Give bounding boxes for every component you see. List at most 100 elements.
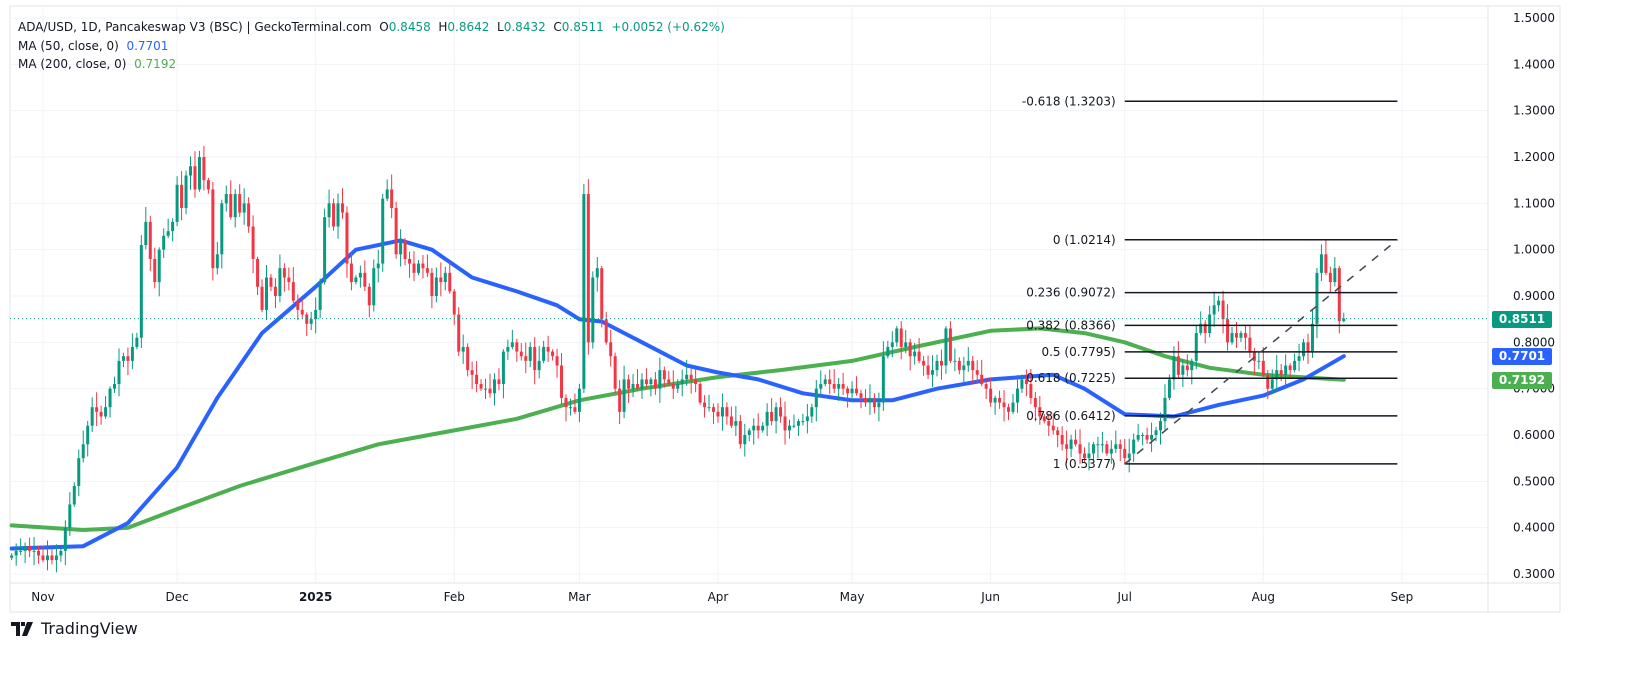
- candle-body: [810, 407, 814, 417]
- candle: [1306, 333, 1310, 364]
- candle-body: [796, 421, 800, 426]
- low-label: L: [497, 20, 504, 34]
- candle: [1185, 354, 1189, 377]
- candle: [425, 254, 429, 278]
- candle-body: [899, 328, 903, 347]
- candle-body: [282, 268, 286, 278]
- candle-body: [41, 555, 45, 561]
- candle: [501, 349, 505, 399]
- candle: [1342, 312, 1346, 323]
- candle-body: [971, 360, 975, 371]
- candle-body: [1091, 444, 1095, 454]
- candle-body: [32, 550, 36, 552]
- candle: [890, 331, 894, 358]
- candle-body: [917, 351, 921, 361]
- candle: [1065, 430, 1069, 464]
- candle-body: [215, 254, 219, 269]
- candle: [296, 294, 300, 321]
- candle: [908, 338, 912, 371]
- candle-body: [466, 346, 470, 371]
- candle-body: [175, 184, 179, 222]
- candle-body: [1181, 365, 1185, 375]
- candle: [564, 394, 568, 422]
- candle-body: [631, 384, 635, 389]
- candle-body: [872, 397, 876, 408]
- candle: [743, 423, 747, 457]
- candle-body: [658, 370, 662, 389]
- candle: [980, 359, 984, 387]
- candle: [399, 229, 403, 267]
- candle: [492, 373, 496, 406]
- symbol-legend: ADA/USD, 1D, Pancakeswap V3 (BSC) | Geck…: [18, 20, 725, 34]
- fib-level-label: -0.618 (1.3203): [1022, 94, 1116, 108]
- candle-body: [314, 309, 318, 320]
- candle-body: [680, 379, 684, 385]
- candle: [676, 379, 680, 393]
- candle-body: [662, 370, 666, 380]
- candle-body: [45, 555, 49, 561]
- candle: [139, 235, 143, 348]
- candle: [792, 414, 796, 429]
- candle: [162, 228, 166, 258]
- candle: [479, 379, 483, 391]
- candle: [202, 145, 206, 191]
- candle-body: [881, 356, 885, 403]
- candle: [600, 265, 604, 328]
- candle-body: [336, 203, 340, 227]
- candle-body: [1194, 333, 1198, 361]
- candle: [1194, 325, 1198, 370]
- candle: [1020, 374, 1024, 393]
- candle-body: [636, 384, 640, 389]
- last-price-badge: 0.8511: [1492, 311, 1552, 328]
- candle-body: [868, 397, 872, 403]
- candle-body: [1159, 421, 1162, 431]
- time-tick-label: Jul: [1116, 590, 1131, 604]
- candle: [497, 368, 501, 391]
- candle-body: [966, 360, 970, 366]
- candle: [975, 360, 979, 384]
- candle-body: [837, 384, 841, 389]
- candle: [707, 394, 711, 412]
- candle-body: [1199, 323, 1203, 334]
- candle-body: [430, 272, 434, 296]
- candle: [667, 370, 671, 387]
- candle: [993, 395, 997, 415]
- candle-body: [233, 194, 237, 218]
- candle-body: [434, 277, 438, 296]
- candle-body: [1221, 300, 1225, 320]
- candle-body: [859, 393, 863, 398]
- candle: [135, 332, 139, 350]
- candle: [1208, 305, 1212, 338]
- candle: [256, 256, 260, 296]
- candle: [1136, 423, 1140, 442]
- candle-body: [265, 277, 268, 310]
- candle: [439, 262, 443, 297]
- ma50-legend[interactable]: MA (50, close, 0) 0.7701: [18, 39, 168, 53]
- candle-body: [519, 351, 523, 357]
- candle-body: [770, 411, 774, 422]
- candle-body: [1100, 444, 1104, 446]
- candle-body: [68, 504, 72, 528]
- candle-body: [1154, 430, 1158, 435]
- candle: [1159, 412, 1162, 445]
- candle-body: [394, 207, 398, 255]
- candle-body: [300, 309, 304, 315]
- candle-body: [707, 407, 711, 409]
- candle: [108, 386, 112, 418]
- candle: [653, 372, 657, 395]
- candle-body: [618, 388, 622, 412]
- candle-body: [358, 272, 362, 278]
- candle-body: [671, 384, 675, 389]
- candle-body: [738, 421, 742, 445]
- candle: [939, 349, 943, 380]
- candle: [546, 335, 550, 362]
- candle: [703, 395, 707, 418]
- candle: [233, 189, 237, 228]
- candle: [1315, 267, 1319, 339]
- ma200-legend[interactable]: MA (200, close, 0) 0.7192: [18, 57, 176, 71]
- candle-body: [113, 384, 117, 389]
- candle: [309, 311, 313, 331]
- candle-body: [1275, 370, 1279, 380]
- tradingview-logo[interactable]: TradingView: [11, 619, 138, 638]
